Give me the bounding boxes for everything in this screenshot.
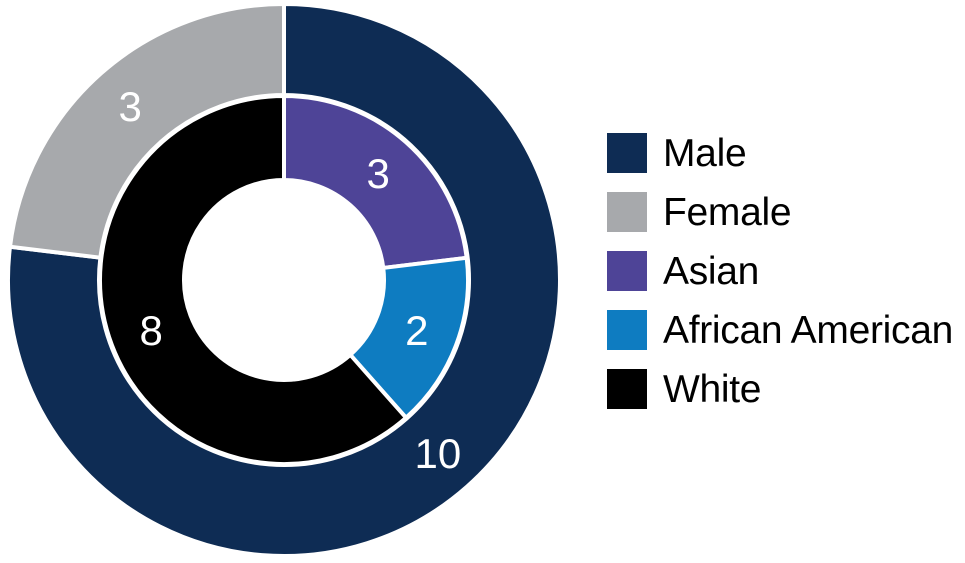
legend-label-african-american: African American [663, 308, 953, 352]
chart-legend: Male Female Asian African American White [607, 133, 953, 409]
legend-item-white: White [607, 369, 953, 409]
legend-item-african-american: African American [607, 310, 953, 350]
legend-item-male: Male [607, 133, 953, 173]
inner-data-label-white: 8 [140, 307, 163, 354]
legend-swatch-african-american [607, 310, 647, 350]
outer-data-label-female: 3 [118, 83, 141, 130]
legend-swatch-asian [607, 251, 647, 291]
legend-label-male: Male [663, 131, 747, 175]
inner-slice-white [98, 93, 409, 466]
legend-swatch-male [607, 133, 647, 173]
outer-data-label-male: 10 [414, 430, 461, 477]
inner-data-label-african-american: 2 [405, 307, 428, 354]
inner-slice-asian [282, 93, 469, 271]
legend-label-white: White [663, 367, 762, 411]
legend-item-asian: Asian [607, 251, 953, 291]
legend-label-female: Female [663, 190, 792, 234]
legend-label-asian: Asian [663, 249, 760, 293]
legend-item-female: Female [607, 192, 953, 232]
inner-data-label-asian: 3 [366, 150, 389, 197]
legend-swatch-female [607, 192, 647, 232]
legend-swatch-white [607, 369, 647, 409]
